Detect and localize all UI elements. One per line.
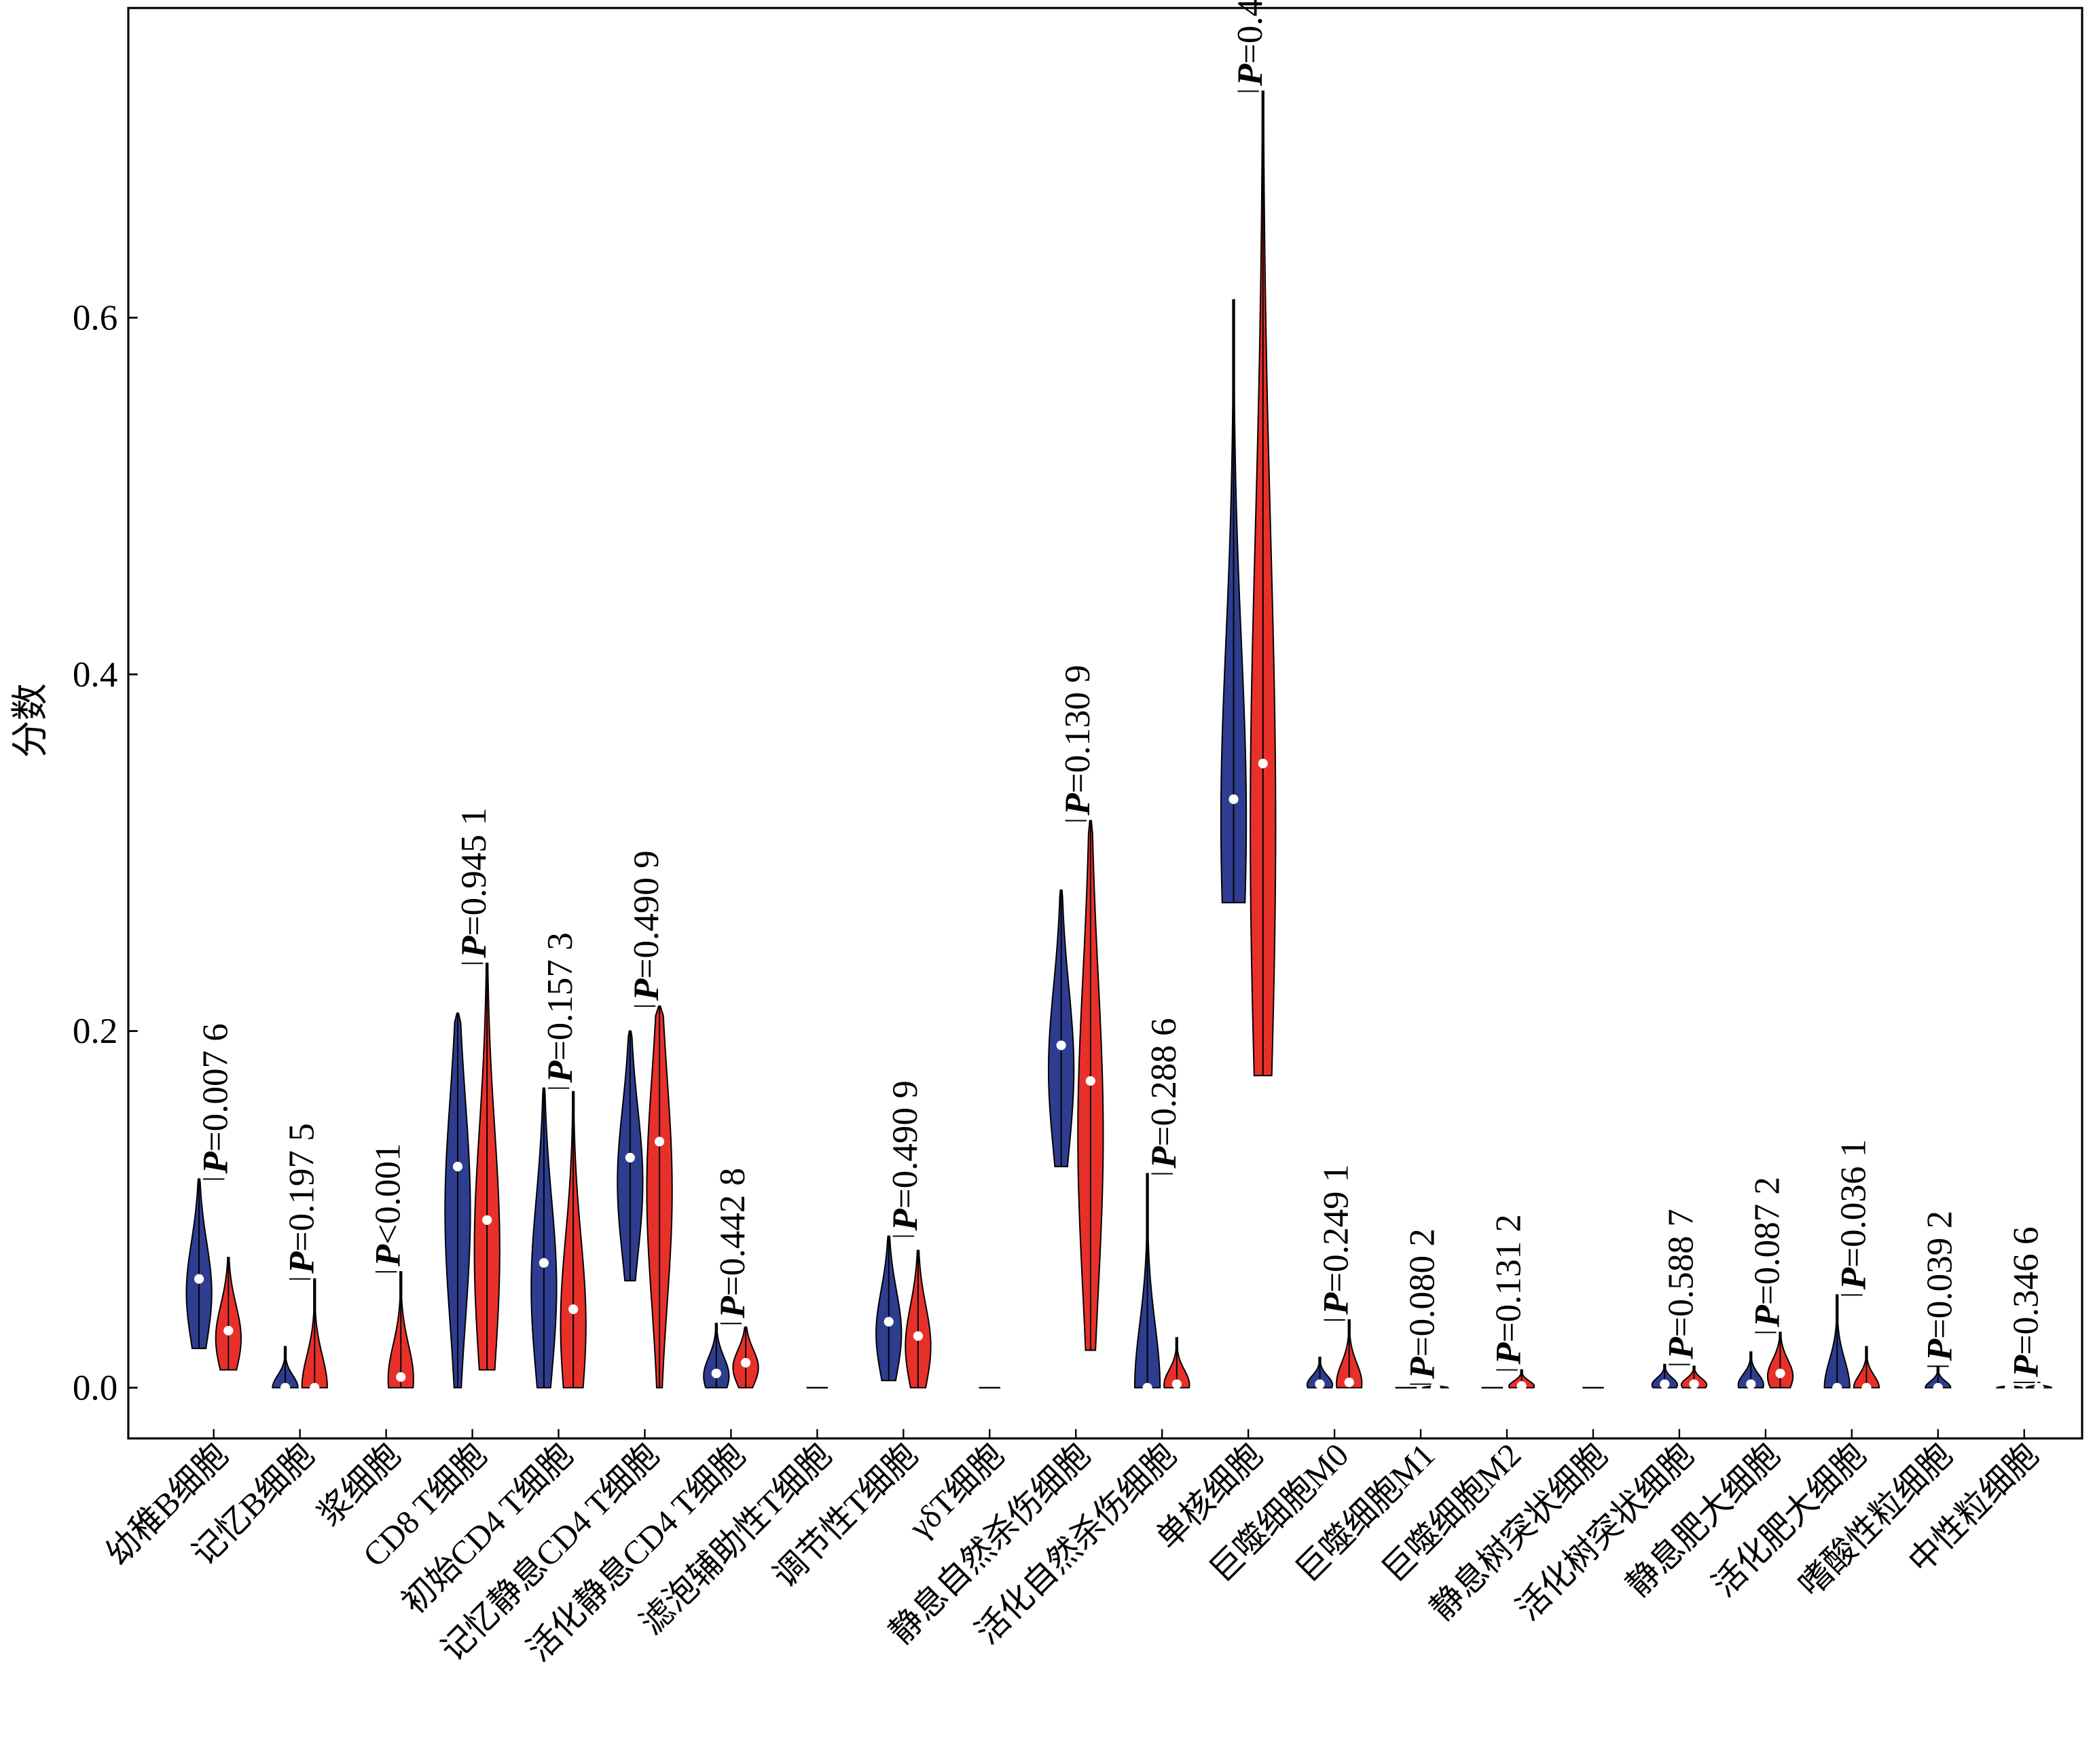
violin-group1 (530, 1087, 558, 1389)
median-point (1142, 1382, 1152, 1393)
violin-group2 (560, 1090, 587, 1389)
violin-group2 (905, 1249, 932, 1389)
violin-group1 (1737, 1351, 1764, 1389)
y-tick-label: 0.2 (73, 1012, 117, 1051)
p-value-label: P=0.288 6 (1144, 1018, 1184, 1169)
median-point (1258, 758, 1268, 769)
violin-group2 (215, 1257, 242, 1371)
median-point (568, 1304, 579, 1315)
median-point (223, 1325, 234, 1336)
median-point (280, 1382, 291, 1393)
p-value-label: P=0.442 8 (713, 1168, 752, 1319)
violin-group1 (444, 1012, 471, 1389)
violin-group1 (875, 1235, 903, 1382)
violin-group2 (1250, 90, 1277, 1077)
violin-group1 (1651, 1363, 1678, 1389)
violin-group2 (1421, 1382, 1449, 1393)
violin-group2 (2025, 1381, 2053, 1393)
violin-group2 (732, 1326, 759, 1389)
p-value-labels: P=0.007 6 P=0.197 5 P<0.001 P=0.945 1 P=0.15… (196, 0, 2045, 1385)
p-value-label: P=0.197 5 (282, 1123, 321, 1274)
violin-group2 (387, 1271, 414, 1389)
median-point (452, 1162, 463, 1172)
p-value-label: P=0.157 3 (541, 932, 580, 1083)
median-point (1228, 794, 1239, 805)
p-value-label: P=0.130 9 (1058, 665, 1097, 815)
median-point (2034, 1382, 2044, 1393)
median-point (1344, 1377, 1354, 1388)
p-value-label: P=0.131 2 (1489, 1214, 1529, 1365)
p-value-label: P=0.039 2 (1920, 1211, 1959, 1361)
median-point (1315, 1379, 1325, 1389)
violin-group2 (473, 962, 500, 1371)
violin-group1 (617, 1030, 644, 1282)
median-point (1832, 1382, 1842, 1393)
median-point (1085, 1076, 1095, 1086)
violin-group1 (272, 1346, 299, 1393)
median-point (1056, 1040, 1066, 1050)
violin-group1 (1306, 1357, 1334, 1389)
violin-group2 (646, 1005, 673, 1389)
median-point (539, 1257, 549, 1268)
p-value-label: P=0.346 6 (2006, 1227, 2045, 1378)
p-value-label: P<0.001 (368, 1143, 407, 1268)
median-point (884, 1317, 894, 1327)
violin-group2 (1336, 1319, 1363, 1389)
median-point (711, 1368, 721, 1378)
median-point (1660, 1379, 1670, 1389)
median-point (740, 1357, 751, 1368)
median-point (625, 1152, 635, 1163)
violin-group1 (1823, 1294, 1851, 1393)
violin-group1 (1047, 889, 1075, 1168)
median-point (655, 1137, 665, 1147)
p-value-label: P=0.087 2 (1748, 1177, 1787, 1327)
violin-group2 (301, 1278, 328, 1393)
violin-group1 (1220, 299, 1248, 904)
p-value-label: P=0.490 9 (886, 1080, 925, 1231)
violin-group2 (1680, 1365, 1708, 1389)
p-value-label: P=0.080 2 (1403, 1228, 1442, 1379)
y-axis-label: 分数 (10, 683, 51, 758)
p-value-label: P=0.490 9 (627, 850, 666, 1001)
median-point (1746, 1379, 1756, 1389)
median-point (482, 1215, 492, 1225)
median-point (310, 1382, 320, 1393)
violin-group2 (1853, 1346, 1880, 1393)
violin-group1 (1133, 1173, 1161, 1393)
y-tick-label: 0.0 (73, 1368, 117, 1408)
plot-frame (127, 7, 2083, 1440)
violin-group2 (1077, 820, 1104, 1351)
y-tick-label: 0.6 (73, 299, 117, 338)
median-point (1775, 1368, 1785, 1378)
median-point (1430, 1382, 1440, 1393)
violin-group1 (703, 1323, 730, 1389)
p-value-label: P=0.495 (1231, 0, 1270, 86)
median-point (1933, 1382, 1943, 1393)
p-value-label: P=0.007 6 (196, 1023, 235, 1174)
median-point (1171, 1379, 1182, 1389)
y-tick-label: 0.4 (73, 655, 117, 695)
p-value-label: P=0.036 1 (1834, 1139, 1873, 1290)
median-point (913, 1331, 924, 1341)
violin-group1 (1925, 1365, 1952, 1393)
violin-group1 (1995, 1382, 2024, 1393)
median-point (194, 1274, 204, 1284)
p-value-label: P=0.945 1 (454, 807, 494, 958)
median-point (1861, 1382, 1872, 1393)
violin-group2 (1766, 1331, 1794, 1389)
violin-group2 (1163, 1337, 1190, 1389)
violins (185, 90, 2053, 1393)
median-point (1516, 1381, 1527, 1391)
violin-group1 (185, 1178, 213, 1350)
p-value-label: P=0.249 1 (1317, 1164, 1356, 1315)
median-point (2005, 1382, 2015, 1393)
median-point (1689, 1379, 1699, 1389)
median-point (396, 1372, 406, 1382)
violin-group2 (1508, 1369, 1535, 1391)
p-value-label: P=0.588 7 (1662, 1209, 1701, 1359)
y-axis: 0.0 0.2 0.4 0.6 (73, 299, 138, 1408)
